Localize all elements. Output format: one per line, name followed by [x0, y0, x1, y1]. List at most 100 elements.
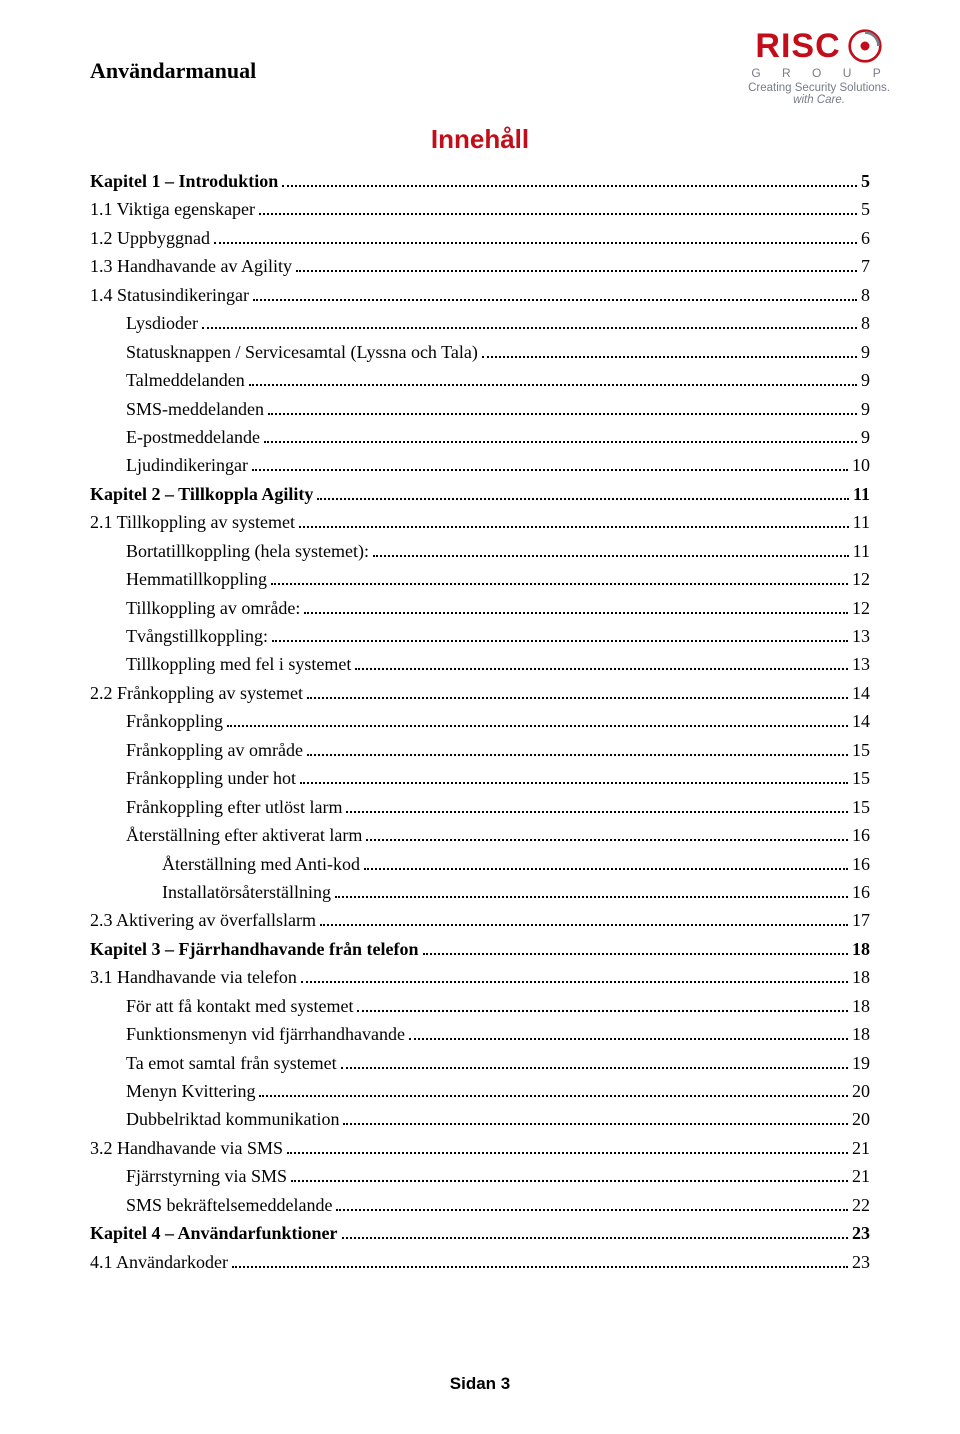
toc-leader-dots: [287, 1136, 848, 1154]
toc-page-number: 9: [861, 366, 870, 394]
toc-page-number: 22: [852, 1191, 870, 1219]
toc-label: 3.2 Handhavande via SMS: [90, 1134, 283, 1162]
toc-leader-dots: [232, 1249, 848, 1267]
toc-entry: 2.3 Aktivering av överfallslarm 17: [90, 906, 870, 934]
toc-leader-dots: [423, 937, 849, 955]
toc-label: 4.1 Användarkoder: [90, 1248, 228, 1276]
toc-entry: SMS-meddelanden 9: [90, 395, 870, 423]
toc-leader-dots: [373, 539, 849, 557]
logo-text: RISC: [755, 29, 840, 63]
toc-entry: Tvångstillkoppling: 13: [90, 622, 870, 650]
toc-leader-dots: [202, 311, 857, 329]
toc-entry: Ljudindikeringar 10: [90, 451, 870, 479]
toc-leader-dots: [342, 1221, 848, 1239]
toc-page-number: 9: [861, 338, 870, 366]
toc-leader-dots: [259, 197, 857, 215]
toc-leader-dots: [304, 595, 848, 613]
toc-page-number: 16: [852, 850, 870, 878]
toc-page-number: 14: [852, 707, 870, 735]
toc-leader-dots: [307, 681, 848, 699]
toc-entry: 1.3 Handhavande av Agility 7: [90, 252, 870, 280]
toc-page-number: 16: [852, 878, 870, 906]
toc-page-number: 18: [852, 992, 870, 1020]
toc-leader-dots: [317, 482, 849, 500]
toc-label: Frånkoppling: [126, 707, 223, 735]
toc-entry: 1.2 Uppbyggnad 6: [90, 224, 870, 252]
toc-label: Kapitel 4 – Användarfunktioner: [90, 1219, 338, 1247]
toc-label: Kapitel 2 – Tillkoppla Agility: [90, 480, 313, 508]
toc-page-number: 12: [852, 565, 870, 593]
toc-page-number: 20: [852, 1077, 870, 1105]
toc-leader-dots: [271, 567, 848, 585]
toc-leader-dots: [259, 1079, 848, 1097]
toc-page-number: 6: [861, 224, 870, 252]
toc-label: Kapitel 1 – Introduktion: [90, 167, 278, 195]
toc-label: Bortatillkoppling (hela systemet):: [126, 537, 369, 565]
toc-entry: 1.4 Statusindikeringar 8: [90, 281, 870, 309]
toc-leader-dots: [214, 226, 857, 244]
toc-label: Återställning efter aktiverat larm: [126, 821, 362, 849]
toc-leader-dots: [346, 794, 848, 812]
toc-label: Ljudindikeringar: [126, 451, 248, 479]
toc-label: Frånkoppling efter utlöst larm: [126, 793, 342, 821]
toc-entry: 2.1 Tillkoppling av systemet 11: [90, 508, 870, 536]
toc-entry: Statusknappen / Servicesamtal (Lyssna oc…: [90, 338, 870, 366]
toc-label: Hemmatillkoppling: [126, 565, 267, 593]
toc-label: Talmeddelanden: [126, 366, 245, 394]
toc-leader-dots: [264, 425, 857, 443]
toc-entry: Kapitel 2 – Tillkoppla Agility 11: [90, 480, 870, 508]
page-footer: Sidan 3: [0, 1374, 960, 1394]
toc-entry: Funktionsmenyn vid fjärrhandhavande 18: [90, 1020, 870, 1048]
toc-leader-dots: [268, 396, 857, 414]
toc-leader-dots: [299, 510, 849, 528]
toc-entry: Lysdioder 8: [90, 309, 870, 337]
page: Användarmanual RISC G R O U P Creating S…: [0, 0, 960, 1434]
toc-entry: Frånkoppling under hot 15: [90, 764, 870, 792]
toc-entry: Återställning med Anti-kod 16: [90, 850, 870, 878]
toc-page-number: 9: [861, 423, 870, 451]
toc-label: Tvångstillkoppling:: [126, 622, 268, 650]
toc-entry: Frånkoppling 14: [90, 707, 870, 735]
toc-page-number: 7: [861, 252, 870, 280]
toc-page-number: 9: [861, 395, 870, 423]
toc-entry: Tillkoppling av område: 12: [90, 594, 870, 622]
toc-entry: Talmeddelanden 9: [90, 366, 870, 394]
toc-leader-dots: [291, 1164, 848, 1182]
toc-label: SMS bekräftelsemeddelande: [126, 1191, 332, 1219]
toc-entry: Återställning efter aktiverat larm 16: [90, 821, 870, 849]
toc-entry: Tillkoppling med fel i systemet 13: [90, 650, 870, 678]
toc-leader-dots: [335, 880, 848, 898]
toc-leader-dots: [282, 169, 857, 187]
toc-label: Funktionsmenyn vid fjärrhandhavande: [126, 1020, 405, 1048]
toc-entry: Bortatillkoppling (hela systemet): 11: [90, 537, 870, 565]
toc-page-number: 20: [852, 1105, 870, 1133]
toc-label: Fjärrstyrning via SMS: [126, 1162, 287, 1190]
toc-label: 1.2 Uppbyggnad: [90, 224, 210, 252]
toc-label: Återställning med Anti-kod: [162, 850, 360, 878]
toc-label: 3.1 Handhavande via telefon: [90, 963, 297, 991]
toc-entry: Kapitel 1 – Introduktion 5: [90, 167, 870, 195]
toc-page-number: 8: [861, 281, 870, 309]
table-of-contents: Kapitel 1 – Introduktion 51.1 Viktiga eg…: [90, 167, 870, 1276]
logo-tagline: Creating Security Solutions. with Care.: [748, 82, 890, 106]
logo-group-text: G R O U P: [751, 66, 890, 80]
toc-leader-dots: [252, 453, 848, 471]
toc-page-number: 21: [852, 1134, 870, 1162]
toc-label: SMS-meddelanden: [126, 395, 264, 423]
toc-leader-dots: [320, 908, 848, 926]
toc-entry: 4.1 Användarkoder 23: [90, 1248, 870, 1276]
toc-label: För att få kontakt med systemet: [126, 992, 353, 1020]
toc-page-number: 14: [852, 679, 870, 707]
toc-entry: Installatörsåterställning 16: [90, 878, 870, 906]
toc-leader-dots: [343, 1107, 848, 1125]
toc-entry: Kapitel 4 – Användarfunktioner 23: [90, 1219, 870, 1247]
toc-label: Kapitel 3 – Fjärrhandhavande från telefo…: [90, 935, 419, 963]
toc-entry: E-postmeddelande 9: [90, 423, 870, 451]
toc-entry: 2.2 Frånkoppling av systemet 14: [90, 679, 870, 707]
toc-label: Frånkoppling under hot: [126, 764, 296, 792]
toc-entry: 3.1 Handhavande via telefon 18: [90, 963, 870, 991]
toc-label: Ta emot samtal från systemet: [126, 1049, 337, 1077]
toc-page-number: 11: [853, 508, 870, 536]
toc-page-number: 13: [852, 650, 870, 678]
toc-leader-dots: [364, 851, 848, 869]
